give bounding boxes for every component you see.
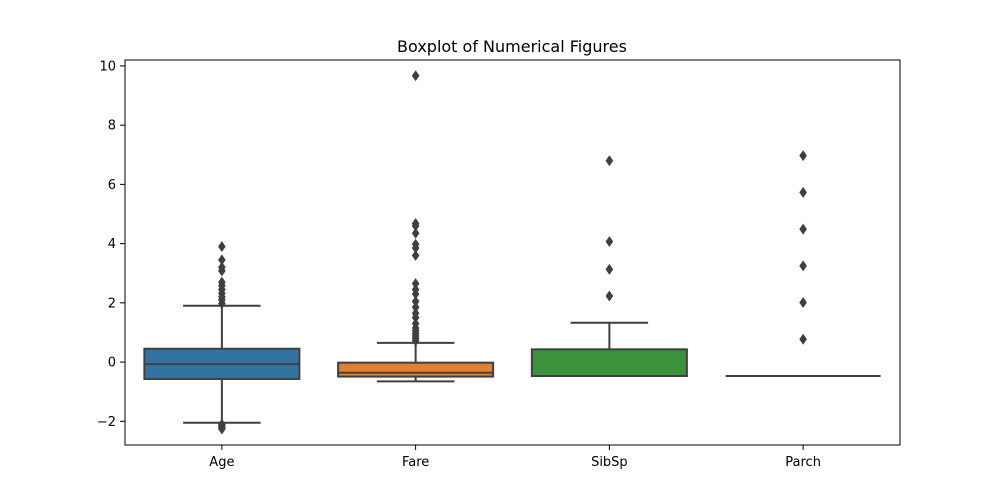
outlier-point (411, 227, 420, 239)
outlier-point (605, 236, 614, 248)
axes: −2 0 2 4 6 8 10 Age Fare SibSp Parch (97, 59, 901, 470)
outlier-point (411, 238, 420, 250)
outlier-point (799, 223, 807, 235)
x-tick-label: SibSp (591, 455, 628, 470)
y-tick-label: 0 (108, 356, 116, 371)
outlier-point (218, 254, 226, 266)
outlier-point (411, 218, 420, 229)
outlier-point (218, 261, 226, 273)
y-tick-label: 8 (108, 119, 116, 134)
chart-title: Boxplot of Numerical Figures (397, 37, 627, 56)
outlier-point (799, 260, 807, 272)
outlier-point (218, 423, 226, 435)
outlier-point (411, 295, 420, 307)
y-tick-label: −2 (97, 415, 116, 430)
outlier-point (799, 186, 807, 198)
box-iqr (530, 348, 688, 377)
x-tick-label: Fare (402, 455, 429, 470)
outlier-point (411, 278, 420, 290)
outlier-point (605, 155, 614, 167)
y-tick-label: 2 (108, 296, 116, 311)
y-tick-label: 6 (108, 178, 116, 193)
outlier-point (411, 318, 420, 330)
box-group-sibsp (530, 155, 688, 377)
box-group-age (143, 241, 301, 435)
outlier-point (218, 276, 226, 288)
box-group-fare (337, 70, 495, 383)
outlier-point (411, 70, 420, 82)
outlier-point (411, 307, 420, 319)
axes-frame (124, 59, 901, 446)
outlier-point (411, 249, 420, 261)
plot-area (143, 70, 881, 435)
y-tick-label: 4 (108, 237, 116, 252)
outlier-point (799, 297, 807, 309)
outlier-point (411, 301, 420, 313)
outlier-point (411, 284, 420, 295)
y-tick-label: 10 (99, 59, 116, 74)
outlier-point (605, 263, 614, 275)
outlier-point (218, 241, 226, 253)
outlier-point (799, 150, 807, 162)
x-tick-label: Age (209, 455, 234, 470)
x-tick-label: Parch (785, 455, 821, 470)
box-group-parch (725, 150, 881, 377)
outlier-point (799, 333, 807, 345)
outlier-point (605, 290, 614, 302)
box-iqr (337, 361, 495, 378)
